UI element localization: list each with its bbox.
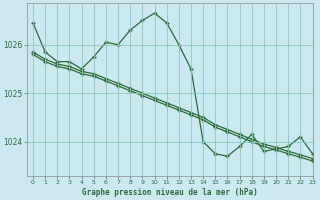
- X-axis label: Graphe pression niveau de la mer (hPa): Graphe pression niveau de la mer (hPa): [82, 188, 258, 197]
